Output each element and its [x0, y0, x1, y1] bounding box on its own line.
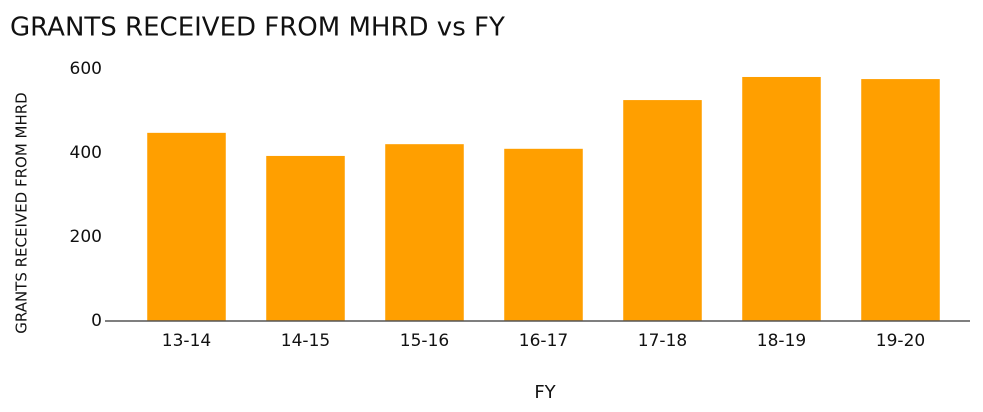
x-tick-label: 17-18 [638, 331, 687, 351]
bar [266, 155, 345, 321]
x-tick-label: 13-14 [162, 331, 211, 351]
bar [623, 100, 702, 321]
y-tick-label: 200 [70, 227, 102, 247]
y-tick-label: 0 [91, 311, 102, 331]
chart-title: GRANTS RECEIVED FROM MHRD vs FY [10, 13, 505, 43]
y-tick-label: 600 [70, 59, 102, 79]
y-tick-label: 400 [70, 143, 102, 163]
x-tick-label: 14-15 [281, 331, 330, 351]
bar [742, 76, 821, 321]
bar [385, 144, 464, 321]
bar [504, 148, 583, 321]
y-axis-label: GRANTS RECEIVED FROM MHRD [13, 92, 31, 333]
x-tick-label: 15-16 [400, 331, 449, 351]
x-tick-label: 16-17 [519, 331, 568, 351]
bar [861, 79, 940, 321]
x-tick-label: 19-20 [876, 331, 925, 351]
x-tick-label: 18-19 [757, 331, 806, 351]
x-axis-label: FY [534, 382, 556, 403]
bar [147, 132, 226, 321]
